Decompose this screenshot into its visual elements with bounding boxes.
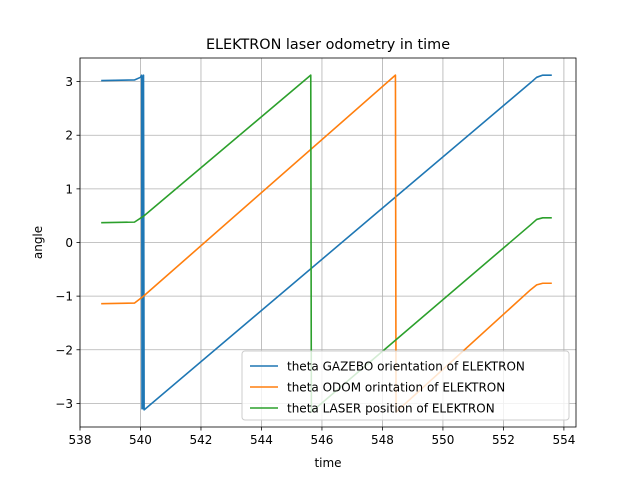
x-tick-label: 552 xyxy=(492,433,515,447)
y-tick-label: −1 xyxy=(55,290,73,304)
x-tick-label: 542 xyxy=(190,433,213,447)
y-tick-label: 0 xyxy=(65,236,73,250)
x-tick-label: 548 xyxy=(371,433,394,447)
x-tick-label: 546 xyxy=(310,433,333,447)
legend-label-3: theta LASER position of ELEKTRON xyxy=(287,402,495,416)
legend-label-2: theta ODOM orintation of ELEKTRON xyxy=(287,381,505,395)
x-axis: 538 540 542 544 546 548 550 552 554 xyxy=(69,427,575,447)
legend: theta GAZEBO orientation of ELEKTRON thet… xyxy=(241,350,570,421)
x-tick-label: 540 xyxy=(129,433,152,447)
x-tick-label: 538 xyxy=(69,433,92,447)
x-tick-label: 550 xyxy=(431,433,454,447)
y-axis: −3 −2 −1 0 1 2 3 xyxy=(55,75,80,411)
y-tick-label: 3 xyxy=(65,75,73,89)
legend-label-1: theta GAZEBO orientation of ELEKTRON xyxy=(287,360,525,374)
series-line-1 xyxy=(101,74,552,411)
x-tick-label: 544 xyxy=(250,433,273,447)
y-tick-label: 2 xyxy=(65,129,73,143)
x-axis-label: time xyxy=(314,456,341,470)
legend-box xyxy=(241,350,570,421)
y-tick-label: 1 xyxy=(65,182,73,196)
chart-title: ELEKTRON laser odometry in time xyxy=(206,37,450,53)
x-tick-label: 554 xyxy=(552,433,575,447)
y-tick-label: −2 xyxy=(55,343,73,357)
y-tick-label: −3 xyxy=(55,397,73,411)
y-axis-label: angle xyxy=(31,226,45,259)
